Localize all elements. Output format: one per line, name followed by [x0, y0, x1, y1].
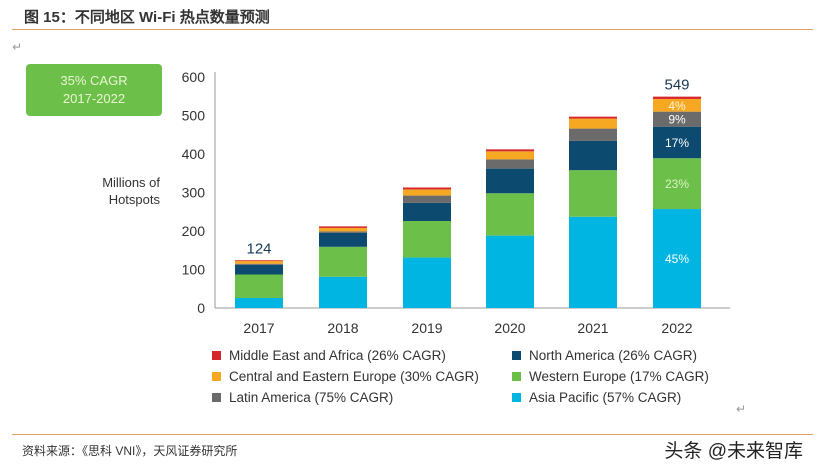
legend-item: Central and Eastern Europe (30% CAGR) — [212, 369, 512, 384]
bar-segment — [403, 257, 451, 308]
x-tick-label: 2020 — [494, 320, 525, 336]
return-mark-icon: ↵ — [736, 402, 747, 416]
y-tick-label: 300 — [182, 185, 206, 201]
legend-swatch — [512, 393, 521, 402]
bar-segment — [235, 297, 283, 308]
bar-segment — [235, 260, 283, 262]
y-axis-label-line1: Millions of — [102, 175, 160, 190]
bar-segment — [569, 118, 617, 129]
data-label: 4% — [668, 99, 686, 113]
legend-item: Latin America (75% CAGR) — [212, 390, 512, 405]
bar-segment — [319, 276, 367, 308]
data-label: 9% — [668, 113, 686, 127]
bar-segment — [403, 189, 451, 196]
y-tick-label: 100 — [182, 262, 206, 278]
footer-divider — [12, 434, 813, 435]
x-tick-label: 2018 — [327, 320, 358, 336]
bar-segment — [569, 128, 617, 141]
bar-segment — [403, 220, 451, 258]
bar-segment — [569, 216, 617, 308]
x-tick-label: 2021 — [577, 320, 608, 336]
bar-segment — [486, 168, 534, 194]
y-axis-label: Millions of Hotspots — [60, 174, 160, 208]
bar-segment — [319, 226, 367, 228]
bar-segment — [403, 202, 451, 221]
bar-segment — [569, 140, 617, 171]
bar-segment — [653, 98, 701, 112]
legend-swatch — [512, 372, 521, 381]
legend-label: Middle East and Africa (26% CAGR) — [229, 348, 446, 363]
bar-segment — [235, 264, 283, 275]
legend-item: North America (26% CAGR) — [512, 348, 752, 363]
legend-label: North America (26% CAGR) — [529, 348, 698, 363]
bar-segment — [319, 231, 367, 233]
legend-swatch — [512, 351, 521, 360]
bar-segment — [319, 232, 367, 247]
x-tick-label: 2017 — [243, 320, 274, 336]
return-mark-icon: ↵ — [12, 40, 23, 54]
x-tick-label: 2022 — [661, 320, 692, 336]
bar-segment — [486, 149, 534, 152]
data-label: 17% — [665, 136, 689, 150]
bar-segment — [569, 116, 617, 119]
bar-segment — [235, 261, 283, 264]
stacked-bar-chart: 0 100 200 300 400 500 600 124 2017 2018 2019 2020 20… — [182, 69, 730, 336]
legend-label: Asia Pacific (57% CAGR) — [529, 390, 682, 405]
bar-segment — [235, 263, 283, 265]
bar-segment — [486, 235, 534, 308]
y-tick-label: 0 — [197, 300, 205, 316]
watermark: 头条 @未来智库 — [664, 441, 803, 462]
bar-segment — [319, 246, 367, 277]
bar-segment — [486, 159, 534, 169]
legend-item: Middle East and Africa (26% CAGR) — [212, 348, 512, 363]
title-divider — [12, 29, 813, 30]
y-tick-label: 500 — [182, 108, 206, 124]
data-label: 23% — [665, 177, 689, 191]
bar-segment — [403, 195, 451, 203]
legend-label: Central and Eastern Europe (30% CAGR) — [229, 369, 479, 384]
bar-segment — [653, 126, 701, 159]
total-label: 124 — [246, 240, 271, 257]
legend-swatch — [212, 372, 221, 381]
y-axis-label-line2: Hotspots — [108, 192, 160, 207]
bar-segment — [653, 209, 701, 308]
badge-line1: 35% CAGR — [60, 73, 128, 88]
y-tick-label: 200 — [182, 223, 206, 239]
total-label: 549 — [664, 77, 689, 94]
cagr-badge: 35% CAGR 2017-2022 — [26, 64, 162, 116]
figure-title: 图 15：不同地区 Wi-Fi 热点数量预测 — [24, 9, 270, 26]
bar-segment — [653, 158, 701, 210]
bar-segment — [486, 151, 534, 160]
legend-label: Latin America (75% CAGR) — [229, 390, 394, 405]
bar-segment — [653, 96, 701, 99]
bar-segment — [569, 170, 617, 217]
bar-segment — [486, 193, 534, 236]
legend-item: Asia Pacific (57% CAGR) — [512, 390, 752, 405]
source-note: 资料来源：《思科 VNI》，天风证券研究所 — [22, 444, 238, 458]
y-tick-label: 600 — [182, 69, 206, 85]
legend-item: Western Europe (17% CAGR) — [512, 369, 752, 384]
bar-segment — [403, 187, 451, 190]
bar-segment — [653, 111, 701, 127]
data-label: 45% — [665, 252, 689, 266]
y-tick-label: 400 — [182, 146, 206, 162]
legend-swatch — [212, 351, 221, 360]
bar-segment — [235, 274, 283, 298]
legend-label: Western Europe (17% CAGR) — [529, 369, 709, 384]
legend: Middle East and Africa (26% CAGR) North A… — [212, 348, 752, 405]
badge-line2: 2017-2022 — [62, 91, 126, 106]
x-tick-label: 2019 — [411, 320, 442, 336]
legend-swatch — [212, 393, 221, 402]
bar-segment — [319, 227, 367, 232]
